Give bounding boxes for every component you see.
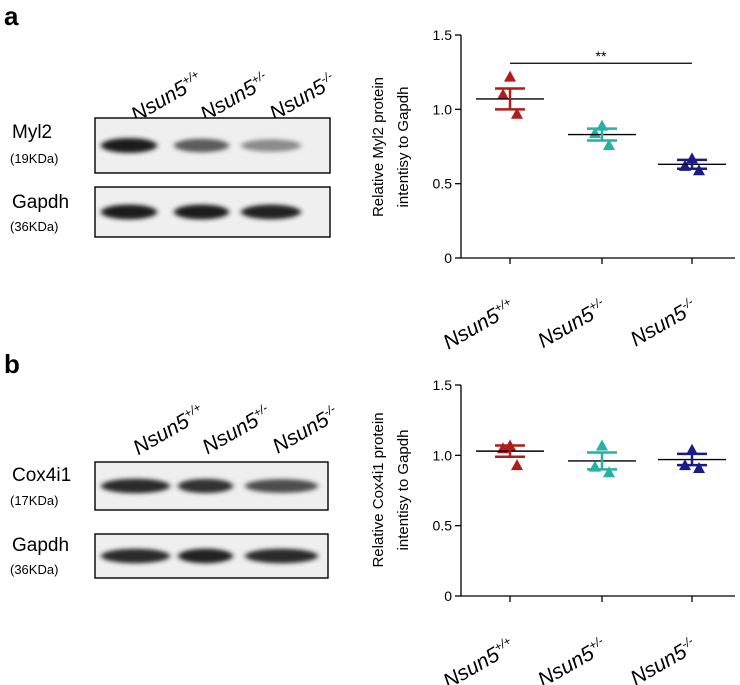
blot-band: [241, 204, 301, 220]
x-tick-label: Nsun5-/-: [626, 634, 700, 685]
blot-lane-label: Nsun5+/-: [198, 401, 275, 459]
data-point: [589, 127, 601, 139]
x-tick-label-base: Nsun5: [534, 641, 598, 685]
data-point: [511, 459, 523, 471]
x-tick-label-base: Nsun5: [627, 301, 691, 351]
x-tick-label-base: Nsun5: [534, 302, 598, 352]
x-tick-label-base: Nsun5: [439, 304, 503, 354]
data-point: [603, 466, 615, 478]
kda-label: (19KDa): [10, 151, 58, 166]
x-tick-label-base: Nsun5: [627, 640, 691, 685]
y-tick-label: 1.0: [433, 447, 453, 463]
blot-lane-label-base: Nsun5: [129, 409, 193, 459]
data-series: [658, 152, 726, 176]
x-tick-label: Nsun5+/-: [534, 295, 611, 353]
blot-band: [101, 204, 157, 220]
blot-lane-label-sup: +/-: [249, 68, 268, 87]
data-series: [476, 70, 544, 119]
panel-b: bNsun5+/+Nsun5+/-Nsun5-/-Cox4i1(17KDa)Ga…: [4, 349, 735, 685]
y-tick-label: 0: [444, 588, 452, 604]
blot-band: [174, 138, 229, 153]
blot-lane-label: Nsun5+/+: [129, 400, 209, 460]
protein-label: Myl2: [12, 122, 52, 143]
x-tick-label-base: Nsun5: [439, 643, 503, 685]
y-axis-label: Relative Cox4i1 protein: [370, 412, 387, 567]
panel-letter: b: [4, 349, 20, 379]
western-blot-gapdh: [94, 533, 329, 579]
y-tick-label: 1.0: [433, 101, 453, 117]
blot-band: [101, 138, 157, 153]
x-tick-label: Nsun5+/-: [534, 634, 611, 685]
data-point: [693, 461, 705, 473]
y-tick-label: 0.5: [433, 518, 453, 534]
blot-lane-label-base: Nsun5: [199, 409, 263, 459]
data-series: [476, 439, 544, 471]
kda-label: (17KDa): [10, 493, 58, 508]
blot-band: [245, 479, 318, 493]
blot-band: [101, 548, 170, 564]
kda-label: (36KDa): [10, 219, 58, 234]
protein-label: Gapdh: [12, 535, 69, 556]
y-axis-label: intentisy to Gapdh: [395, 430, 412, 551]
x-tick-label: Nsun5+/+: [439, 634, 519, 685]
scatter-chart: 0 0.5 1.0 1.5 Relative Cox4i1 protein intenti…: [370, 377, 735, 685]
y-axis-label: intentisy to Gapdh: [395, 87, 412, 208]
blot-lane-label: Nsun5-/-: [265, 69, 339, 126]
blot-band: [101, 478, 170, 494]
y-tick-label: 0.5: [433, 176, 453, 192]
protein-label: Gapdh: [12, 192, 69, 213]
x-tick-label: Nsun5+/+: [439, 295, 519, 355]
blot-band: [174, 204, 229, 220]
data-series: [658, 443, 726, 473]
kda-label: (36KDa): [10, 562, 58, 577]
y-axis-label: Relative Myl2 protein: [370, 77, 387, 217]
protein-label: Cox4i1: [12, 465, 71, 486]
y-tick-label: 1.5: [433, 27, 453, 43]
data-point: [686, 443, 698, 455]
data-point: [497, 88, 509, 100]
blot-lane-label: Nsun5-/-: [268, 402, 342, 459]
panel-a: aNsun5+/+Nsun5+/-Nsun5-/-Myl2(19KDa)Gapd…: [4, 1, 735, 354]
western-blot-myl2: [94, 117, 331, 174]
x-tick-label-sup: +/-: [586, 295, 605, 314]
data-series: [568, 119, 636, 151]
data-point: [596, 439, 608, 451]
significance-label: **: [596, 48, 607, 64]
data-series: [568, 439, 636, 478]
western-blot-gapdh: [94, 186, 331, 238]
y-tick-label: 0: [444, 250, 452, 266]
data-point: [511, 107, 523, 119]
western-blot-cox4i1: [94, 461, 329, 511]
panel-letter: a: [4, 1, 19, 31]
blot-lane-label-sup: +/-: [251, 401, 270, 420]
blot-band: [241, 139, 301, 152]
data-point: [603, 139, 615, 151]
data-point: [504, 70, 516, 82]
x-tick-label: Nsun5-/-: [626, 295, 700, 352]
blot-lane-label-base: Nsun5: [269, 408, 333, 458]
blot-band: [178, 548, 233, 564]
x-tick-label-sup: +/-: [586, 634, 605, 653]
blot-band: [245, 548, 318, 564]
scatter-chart: 0 0.5 1.0 1.5 Relative Myl2 protein intentisy…: [370, 27, 735, 354]
blot-band: [178, 478, 233, 494]
y-tick-label: 1.5: [433, 377, 453, 393]
